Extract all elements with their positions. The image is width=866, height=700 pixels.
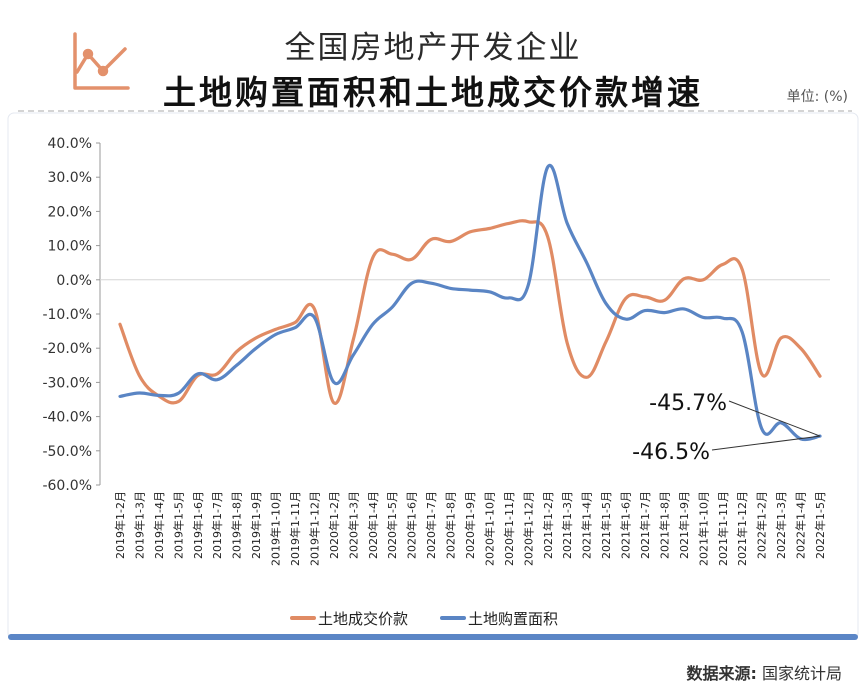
legend-label: 土地成交价款 — [318, 610, 408, 628]
x-tick-label: 2021年1-2月 — [541, 491, 555, 559]
x-tick-label: 2022年1-4月 — [794, 491, 808, 559]
x-tick-label: 2020年1-10月 — [482, 491, 496, 566]
data-source: 数据来源: 国家统计局 — [686, 660, 842, 684]
x-tick-label: 2021年1-8月 — [657, 491, 671, 559]
y-tick-label: 20.0% — [48, 204, 92, 220]
x-tick-label: 2020年1-8月 — [444, 491, 458, 559]
x-tick-label: 2019年1-10月 — [269, 491, 283, 566]
x-tick-label: 2019年1-9月 — [249, 491, 263, 559]
x-tick-label: 2019年1-3月 — [132, 491, 146, 559]
source-value: 国家统计局 — [761, 664, 842, 683]
x-tick-label: 2020年1-5月 — [385, 491, 399, 559]
x-tick-label: 2020年1-2月 — [327, 491, 341, 559]
y-tick-label: -10.0% — [42, 307, 92, 323]
x-tick-label: 2019年1-5月 — [171, 491, 185, 559]
line-chart-icon — [73, 32, 130, 90]
x-tick-label: 2020年1-7月 — [424, 491, 438, 559]
x-tick-label: 2020年1-4月 — [366, 491, 380, 559]
y-tick-label: 30.0% — [48, 170, 92, 186]
y-tick-label: 10.0% — [48, 239, 92, 255]
x-tick-label: 2021年1-4月 — [580, 491, 594, 559]
series-layer — [118, 163, 822, 442]
x-tick-label: 2022年1-5月 — [813, 491, 827, 559]
x-tick-label: 2021年1-5月 — [599, 491, 613, 559]
x-tick-label: 2021年1-9月 — [677, 491, 691, 559]
y-tick-label: -30.0% — [42, 375, 92, 391]
chart-panel — [7, 112, 859, 640]
x-axis: 2019年1-2月 2019年1-3月 2019年1-4月 2019年1-5月 2019… — [113, 491, 827, 566]
x-tick-label: 2021年1-10月 — [696, 491, 710, 566]
y-tick-label: 0.0% — [56, 273, 92, 289]
y-tick-label: -60.0% — [42, 478, 92, 494]
annotation-label: -45.7% — [649, 391, 727, 416]
y-axis: 40.0% 30.0% 20.0% 10.0% 0.0% -10.0% -20.0% -30.… — [42, 136, 830, 494]
x-tick-label: 2020年1-6月 — [405, 491, 419, 559]
x-tick-label: 2021年1-12月 — [735, 491, 749, 566]
annotation-leader — [711, 435, 821, 451]
title-line1: 全国房地产开发企业 — [284, 30, 582, 66]
x-tick-label: 2022年1-3月 — [774, 491, 788, 559]
x-tick-label: 2021年1-6月 — [619, 491, 633, 559]
x-tick-label: 2020年1-11月 — [502, 491, 516, 566]
annotation-label: -46.5% — [632, 440, 710, 465]
x-tick-label: 2020年1-3月 — [346, 491, 360, 559]
x-tick-label: 2019年1-11月 — [288, 491, 302, 566]
chart-title: 土地购置面积和土地成交价款增速 — [163, 73, 703, 112]
x-tick-label: 2019年1-12月 — [307, 491, 321, 566]
x-tick-label: 2019年1-8月 — [230, 491, 244, 559]
y-tick-label: -40.0% — [42, 410, 92, 426]
x-tick-label: 2020年1-12月 — [521, 491, 535, 566]
annotation-leader — [728, 400, 821, 437]
series-line-0 — [118, 219, 822, 405]
x-tick-label: 2022年1-2月 — [755, 491, 769, 559]
y-tick-label: -50.0% — [42, 444, 92, 460]
unit-label: 单位: (%) — [786, 89, 848, 105]
x-tick-label: 2019年1-2月 — [113, 491, 127, 559]
annotation-layer: -45.7% -46.5% — [632, 391, 821, 465]
x-tick-label: 2019年1-4月 — [152, 491, 166, 559]
x-tick-label: 2021年1-3月 — [560, 491, 574, 559]
legend-label: 土地购置面积 — [468, 610, 558, 628]
x-tick-label: 2019年1-6月 — [191, 491, 205, 559]
x-tick-label: 2021年1-11月 — [716, 491, 730, 566]
y-tick-label: -20.0% — [42, 341, 92, 357]
x-tick-label: 2020年1-9月 — [463, 491, 477, 559]
legend: 土地成交价款 土地购置面积 — [290, 610, 558, 628]
source-label: 数据来源: — [686, 664, 757, 683]
chart-panel-bottom-border — [8, 634, 858, 640]
x-tick-label: 2019年1-7月 — [210, 491, 224, 559]
series-line-1 — [118, 163, 822, 442]
y-tick-label: 40.0% — [48, 136, 92, 152]
x-tick-label: 2021年1-7月 — [638, 491, 652, 559]
